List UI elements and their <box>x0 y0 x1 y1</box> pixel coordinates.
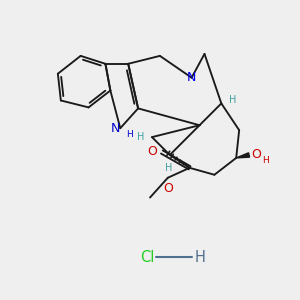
Text: N: N <box>111 122 121 135</box>
Text: H: H <box>165 163 172 173</box>
Text: H: H <box>229 95 236 106</box>
Text: O: O <box>148 145 158 158</box>
Text: O: O <box>251 148 261 161</box>
Text: Cl: Cl <box>141 250 155 265</box>
Text: H: H <box>262 156 268 165</box>
Text: O: O <box>163 182 173 195</box>
Polygon shape <box>236 153 250 158</box>
Text: H: H <box>137 132 145 142</box>
Text: N: N <box>187 71 196 84</box>
Text: H: H <box>195 250 206 265</box>
Text: H: H <box>126 130 132 139</box>
